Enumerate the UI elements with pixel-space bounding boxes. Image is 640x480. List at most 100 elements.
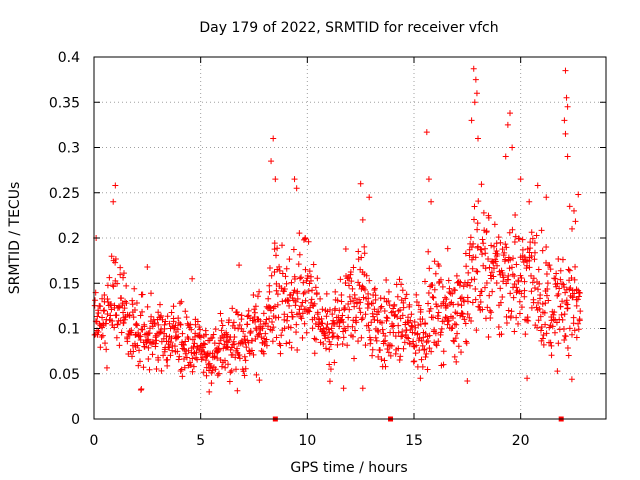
data-point xyxy=(526,249,533,256)
data-point xyxy=(296,230,303,237)
data-point xyxy=(385,288,392,295)
data-point xyxy=(489,288,496,295)
data-point xyxy=(526,264,533,271)
data-point xyxy=(158,367,165,374)
data-point xyxy=(326,346,333,353)
data-point xyxy=(269,327,276,334)
data-point xyxy=(391,313,398,320)
data-point xyxy=(346,293,353,300)
data-point xyxy=(576,289,583,296)
data-point xyxy=(548,342,555,349)
data-point xyxy=(174,348,181,355)
x-tick-label: 10 xyxy=(298,433,316,449)
data-point xyxy=(375,309,382,316)
data-point xyxy=(546,262,553,269)
data-point xyxy=(123,300,130,307)
data-point xyxy=(419,342,426,349)
data-point xyxy=(210,331,217,338)
data-point xyxy=(256,288,263,295)
data-point xyxy=(497,299,504,306)
data-point xyxy=(124,338,131,345)
data-point xyxy=(236,262,243,269)
data-point xyxy=(414,330,421,337)
data-point xyxy=(449,324,456,331)
data-point xyxy=(349,333,356,340)
data-point xyxy=(208,362,215,369)
data-point xyxy=(357,299,364,306)
data-point xyxy=(327,366,334,373)
data-point xyxy=(277,350,284,357)
data-point xyxy=(575,320,582,327)
data-point xyxy=(412,324,419,331)
data-point xyxy=(382,333,389,340)
data-point xyxy=(551,275,558,282)
data-point xyxy=(366,277,373,284)
data-point xyxy=(105,298,112,305)
data-point xyxy=(286,339,293,346)
data-point xyxy=(232,354,239,361)
data-point xyxy=(372,292,379,299)
data-point xyxy=(500,278,507,285)
data-point xyxy=(365,295,372,302)
data-point xyxy=(108,301,115,308)
data-point xyxy=(531,239,538,246)
data-point xyxy=(385,298,392,305)
data-point xyxy=(294,288,301,295)
data-point xyxy=(564,345,571,352)
data-point xyxy=(539,335,546,342)
data-point xyxy=(453,358,460,365)
data-point xyxy=(137,387,144,394)
data-point xyxy=(117,264,124,271)
data-point xyxy=(530,296,537,303)
data-point xyxy=(157,301,164,308)
data-point xyxy=(209,334,216,341)
data-point xyxy=(525,317,532,324)
data-point xyxy=(187,321,194,328)
data-point xyxy=(148,290,155,297)
data-point xyxy=(547,339,554,346)
data-point xyxy=(145,344,152,351)
data-point xyxy=(232,366,239,373)
y-tick-label: 0.3 xyxy=(58,141,80,157)
data-point xyxy=(401,339,408,346)
data-point xyxy=(223,343,230,350)
data-point xyxy=(398,333,405,340)
data-point xyxy=(131,285,138,292)
data-point xyxy=(551,329,558,336)
data-point xyxy=(266,288,273,295)
data-point xyxy=(298,303,305,310)
data-point xyxy=(197,326,204,333)
data-point xyxy=(334,341,341,348)
y-axis-ticks: 0 0.05 0.1 0.15 0.2 0.25 0.3 0.35 0.4 xyxy=(49,50,606,428)
data-point xyxy=(369,352,376,359)
data-point xyxy=(244,321,251,328)
data-point xyxy=(120,319,127,326)
data-point xyxy=(129,297,136,304)
data-point xyxy=(517,176,524,183)
data-point xyxy=(357,180,364,187)
data-point xyxy=(265,323,272,330)
data-point xyxy=(353,319,360,326)
data-point xyxy=(110,283,117,290)
data-point xyxy=(97,303,104,310)
data-point xyxy=(473,90,480,97)
data-point xyxy=(201,341,208,348)
data-point xyxy=(437,276,444,283)
data-point xyxy=(548,352,555,359)
data-point xyxy=(129,353,136,360)
data-point xyxy=(475,135,481,142)
data-point xyxy=(575,191,582,198)
data-point xyxy=(197,334,204,341)
data-point xyxy=(139,308,146,315)
data-point xyxy=(535,266,542,273)
data-point xyxy=(133,320,140,327)
data-point xyxy=(241,372,248,379)
data-point xyxy=(511,328,518,335)
data-point xyxy=(266,282,273,289)
data-point xyxy=(248,347,255,354)
data-point xyxy=(503,244,510,251)
data-point xyxy=(516,298,523,305)
data-point xyxy=(431,286,438,293)
data-point xyxy=(300,279,307,286)
